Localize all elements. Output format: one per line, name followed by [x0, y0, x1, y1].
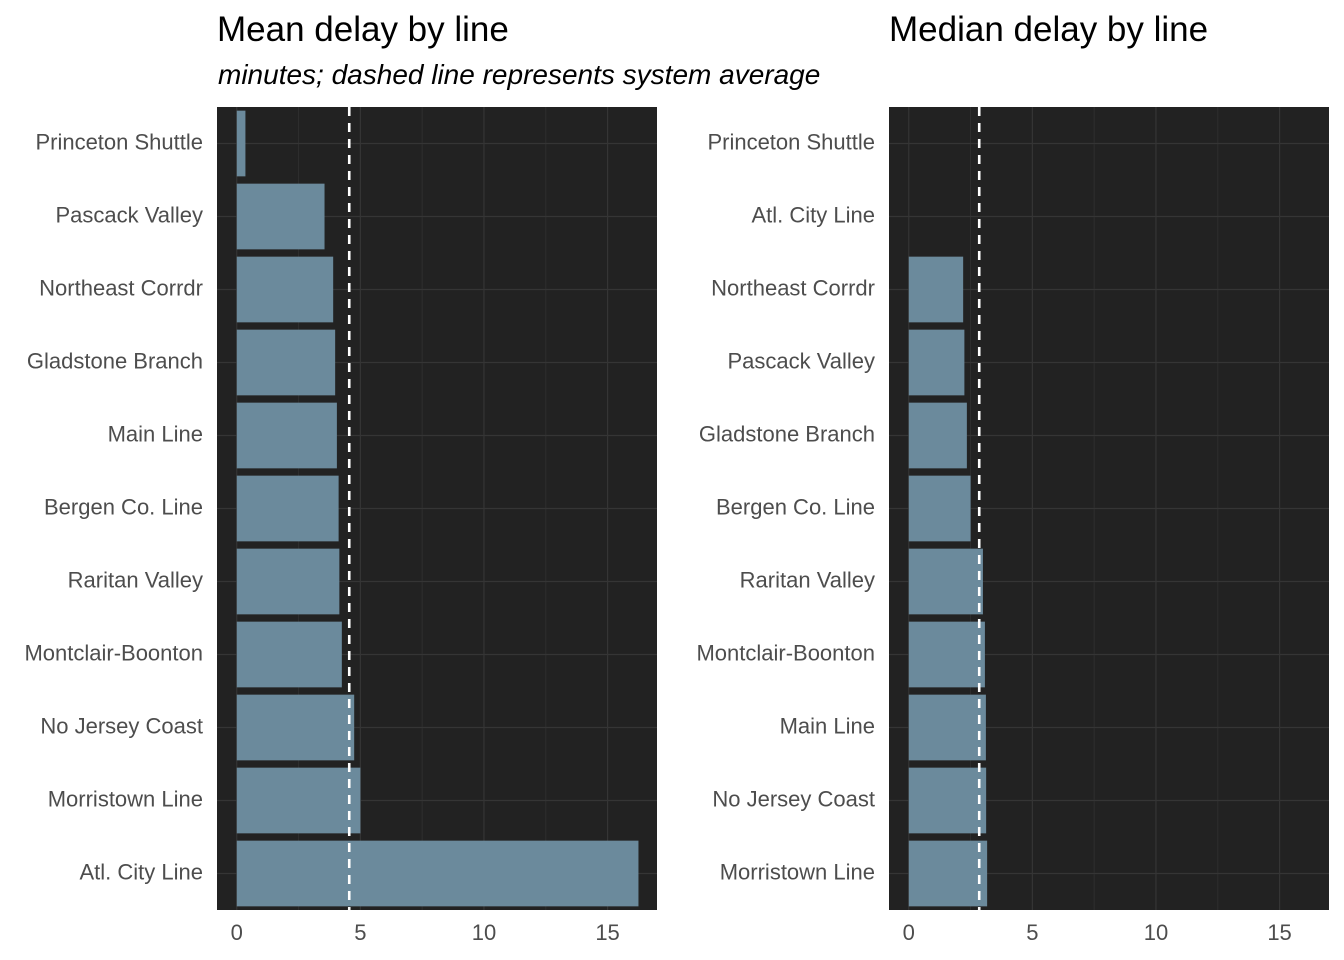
median-category-label: No Jersey Coast — [712, 786, 875, 811]
mean-bar — [236, 256, 334, 323]
mean-category-label: Montclair-Boonton — [24, 640, 203, 665]
median-bar — [908, 329, 965, 396]
mean-bar — [236, 110, 246, 177]
mean-bar — [236, 548, 340, 615]
median-category-label: Bergen Co. Line — [716, 494, 875, 519]
mean-category-label: Bergen Co. Line — [44, 494, 203, 519]
median-category-label: Gladstone Branch — [699, 421, 875, 446]
median-category-label: Raritan Valley — [740, 567, 875, 592]
median-chart: Princeton Shuttle Atl. City Line Northeast… — [696, 107, 1329, 945]
mean-bar — [236, 329, 336, 396]
mean-chart-subtitle: minutes; dashed line represents system a… — [218, 59, 821, 90]
median-bar — [908, 402, 967, 469]
mean-category-label: Raritan Valley — [68, 567, 203, 592]
median-category-label: Atl. City Line — [752, 202, 876, 227]
mean-category-label: Pascack Valley — [55, 202, 203, 227]
median-bar — [908, 694, 986, 761]
mean-bar — [236, 402, 337, 469]
mean-bar — [236, 475, 339, 542]
median-category-label: Montclair-Boonton — [696, 640, 875, 665]
mean-bar — [236, 183, 325, 250]
median-x-tick-label: 0 — [903, 920, 915, 945]
median-x-tick-label: 15 — [1267, 920, 1291, 945]
mean-category-label: Northeast Corrdr — [39, 275, 203, 300]
mean-bar — [236, 621, 342, 688]
median-category-label: Northeast Corrdr — [711, 275, 875, 300]
median-bar — [908, 767, 987, 834]
mean-category-label: Main Line — [108, 421, 203, 446]
median-category-label: Main Line — [780, 713, 875, 738]
mean-x-tick-label: 5 — [354, 920, 366, 945]
median-category-label: Pascack Valley — [727, 348, 875, 373]
mean-x-tick-label: 15 — [595, 920, 619, 945]
mean-bar — [236, 840, 639, 907]
mean-x-tick-label: 10 — [472, 920, 496, 945]
mean-category-label: Princeton Shuttle — [35, 129, 203, 154]
mean-category-label: Atl. City Line — [80, 859, 204, 884]
mean-bar — [236, 767, 361, 834]
median-bar — [908, 548, 983, 615]
median-chart-title: Median delay by line — [889, 10, 1209, 49]
mean-chart: Princeton Shuttle Pascack Valley Northeast… — [24, 107, 657, 945]
median-category-label: Princeton Shuttle — [707, 129, 875, 154]
mean-category-label: Morristown Line — [48, 786, 203, 811]
mean-bar — [236, 694, 355, 761]
mean-category-label: No Jersey Coast — [40, 713, 203, 738]
median-category-label: Morristown Line — [720, 859, 875, 884]
mean-category-label: Gladstone Branch — [27, 348, 203, 373]
median-bar — [908, 475, 971, 542]
median-bar — [908, 840, 988, 907]
median-bar — [908, 621, 985, 688]
mean-chart-title: Mean delay by line — [217, 10, 509, 49]
mean-x-tick-label: 0 — [231, 920, 243, 945]
median-x-tick-label: 10 — [1144, 920, 1168, 945]
median-x-tick-label: 5 — [1026, 920, 1038, 945]
median-bar — [908, 256, 964, 323]
